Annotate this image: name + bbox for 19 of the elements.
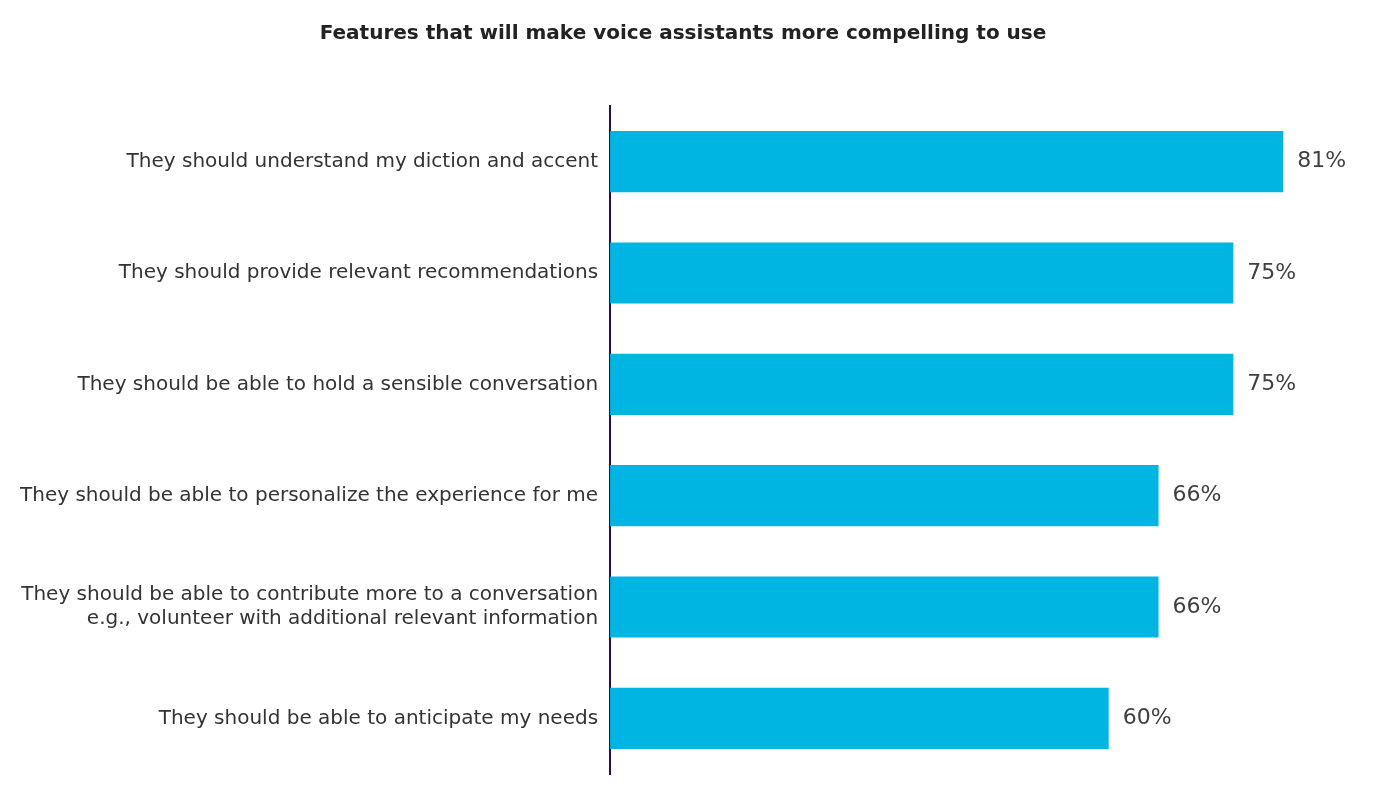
- y-tick-label: They should be able to contribute more to a conversation e.g., volunteer with additional relevant information: [20, 581, 599, 630]
- y-tick-label: They should be able to anticipate my needs: [157, 704, 599, 729]
- chart-title: Features that will make voice assistants more compelling to use: [319, 20, 1047, 45]
- bar: [610, 131, 1284, 193]
- bar: [610, 576, 1159, 638]
- y-tick-label: They should be able to personalize the experience for me: [18, 481, 599, 506]
- data-label: 66%: [1172, 481, 1222, 507]
- bar: [610, 465, 1159, 527]
- data-label: 75%: [1247, 370, 1297, 396]
- data-label: 66%: [1172, 592, 1222, 618]
- bar: [610, 353, 1234, 415]
- y-tick-label: They should understand my diction and accent: [125, 147, 599, 172]
- bar: [610, 687, 1109, 749]
- y-tick-label: They should provide relevant recommendations: [117, 259, 599, 284]
- bar: [610, 242, 1234, 304]
- data-label: 81%: [1297, 147, 1347, 173]
- y-tick-label: They should be able to hold a sensible conversation: [76, 370, 599, 395]
- data-label: 75%: [1247, 258, 1297, 284]
- data-label: 60%: [1122, 704, 1172, 730]
